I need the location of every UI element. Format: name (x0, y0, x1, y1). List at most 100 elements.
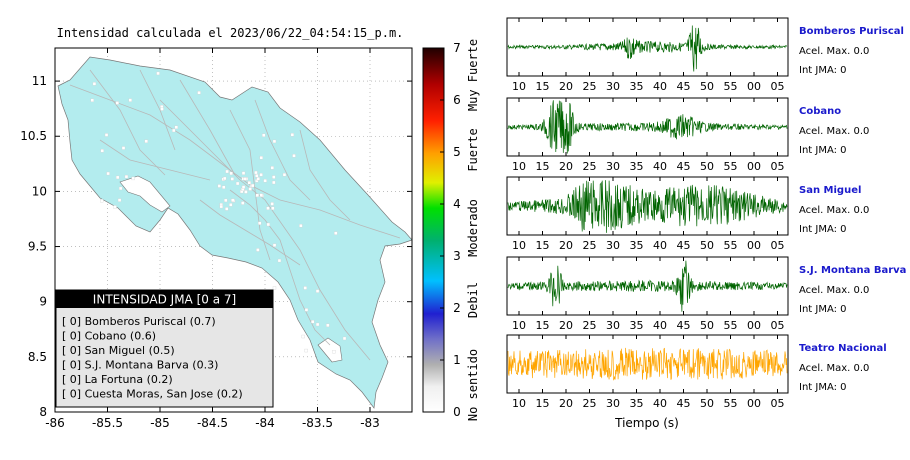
map-y-tick-label: 9 (39, 295, 47, 309)
station-dot (272, 243, 277, 247)
waveform-tick-label: 15 (536, 160, 550, 173)
station-dot (272, 175, 276, 179)
station-dot (117, 198, 122, 202)
station-max-accel: Acel. Max. 0.0 (799, 363, 869, 374)
station-dot (113, 205, 117, 209)
waveform-panel: 10 15 20 25 30 35 40 45 50 55 00 05 Cobano Acel. Max.… (506, 97, 869, 173)
waveform-tick-label: 10 (512, 397, 526, 410)
colorbar-tick-label: 6 (453, 93, 461, 107)
station-dot (299, 224, 303, 228)
waveform-panel: 10 15 20 25 30 35 40 45 50 55 00 05 S.J. Montana Bar… (506, 256, 906, 332)
station-name: San Miguel (799, 185, 861, 196)
station-dot (272, 180, 276, 185)
waveform-trace (507, 25, 788, 72)
waveform-tick-label: 40 (653, 239, 667, 252)
waveform-tick-label: 25 (583, 239, 597, 252)
waveform-tick-label: 35 (630, 319, 644, 332)
waveform-tick-label: 40 (653, 397, 667, 410)
colorbar-category-label: No sentido (466, 349, 480, 421)
colorbar-category-label: Moderado (466, 199, 480, 257)
station-dot (266, 206, 270, 210)
waveform-trace (507, 260, 788, 312)
waveform-tick-label: 50 (700, 239, 714, 252)
station-dot (128, 98, 132, 102)
legend-header (56, 290, 273, 308)
station-dot (258, 221, 262, 225)
station-dot (255, 174, 259, 178)
station-dot (223, 176, 227, 181)
legend-item: [ 0] Cuesta Moras, San Jose (0.2) (62, 388, 243, 401)
station-dot (259, 173, 263, 177)
map-y-tick-label: 10.5 (20, 129, 47, 143)
colorbar-category-label: Muy Fuerte (466, 39, 480, 111)
station-dot (174, 125, 178, 129)
map-x-tick-label: -83.5 (302, 416, 333, 430)
map-x-axis: -86 -85.5 -85 -84.5 -84 -83.5 -83 (45, 48, 380, 430)
waveform-tick-label: 45 (677, 397, 691, 410)
waveform-tick-label: 55 (724, 397, 738, 410)
station-dot (197, 91, 201, 95)
waveform-tick-label: 30 (606, 397, 620, 410)
waveform-tick-label: 00 (747, 80, 761, 93)
station-dot (256, 248, 260, 252)
station-dot (244, 190, 248, 194)
map-x-tick-label: -84 (255, 416, 275, 430)
waveform-tick-label: 55 (724, 319, 738, 332)
waveform-tick-label: 50 (700, 80, 714, 93)
colorbar-tick-label: 5 (453, 145, 461, 159)
colorbar-tick-label: 3 (453, 249, 461, 263)
station-dot (156, 71, 160, 76)
colorbar-tick-label: 2 (453, 301, 461, 315)
waveform-tick-label: 00 (747, 397, 761, 410)
station-name: S.J. Montana Barva (799, 265, 906, 276)
station-jma-intensity: Int JMA: 0 (799, 224, 847, 235)
waveform-tick-label: 05 (771, 239, 785, 252)
waveform-tick-label: 25 (583, 160, 597, 173)
map-y-axis: 8 8.5 9 9.5 10 10.5 11 (20, 74, 412, 419)
station-max-accel: Acel. Max. 0.0 (799, 205, 869, 216)
waveform-tick-label: 30 (606, 80, 620, 93)
waveform-tick-label: 25 (583, 319, 597, 332)
station-dot (272, 139, 277, 144)
station-dot (144, 139, 148, 143)
costa-rica-landmass (57, 56, 412, 409)
station-dot (231, 198, 235, 202)
waveform-tick-label: 20 (559, 319, 573, 332)
station-dot (301, 334, 305, 339)
waveform-tick-label: 05 (771, 160, 785, 173)
waveform-tick-label: 10 (512, 160, 526, 173)
waveform-panels: 10 15 20 25 30 35 40 45 50 55 00 05 Bomberos Purisca… (506, 17, 906, 410)
station-dot (277, 258, 282, 263)
legend-item: [ 0] Cobano (0.6) (62, 330, 156, 343)
waveform-tick-label: 55 (724, 160, 738, 173)
station-dot (259, 193, 263, 197)
station-dot (290, 133, 295, 137)
legend-item: [ 0] San Miguel (0.5) (62, 344, 175, 357)
station-jma-intensity: Int JMA: 0 (799, 382, 847, 393)
station-dot (100, 199, 104, 203)
waveform-trace (507, 180, 788, 233)
colorbar-ticks: 0 1 2 3 4 5 6 7 (440, 41, 461, 419)
station-dot (315, 322, 320, 327)
station-max-accel: Acel. Max. 0.0 (799, 285, 869, 296)
waveform-tick-label: 00 (747, 239, 761, 252)
waveform-tick-label: 50 (700, 397, 714, 410)
station-dot (217, 184, 222, 188)
waveform-tick-label: 05 (771, 397, 785, 410)
waveform-panel: 10 15 20 25 30 35 40 45 50 55 00 05 San Miguel Acel. … (506, 176, 869, 252)
station-dot (100, 149, 104, 153)
station-dot (121, 146, 126, 150)
station-dot (235, 181, 240, 186)
station-dot (115, 175, 120, 180)
intensity-colorbar (422, 47, 445, 413)
waveform-tick-label: 45 (677, 319, 691, 332)
waveform-tick-label: 55 (724, 80, 738, 93)
station-jma-intensity: Int JMA: 0 (799, 65, 847, 76)
map-y-tick-label: 8 (39, 405, 47, 419)
station-dot (304, 348, 308, 353)
map-x-tick-label: -85 (150, 416, 170, 430)
nicoya-gulf-water (119, 175, 171, 213)
station-dot (342, 336, 347, 341)
waveform-panel: 10 15 20 25 30 35 40 45 50 55 00 05 Teatro Nacional A… (506, 334, 887, 410)
station-dot (256, 177, 260, 181)
